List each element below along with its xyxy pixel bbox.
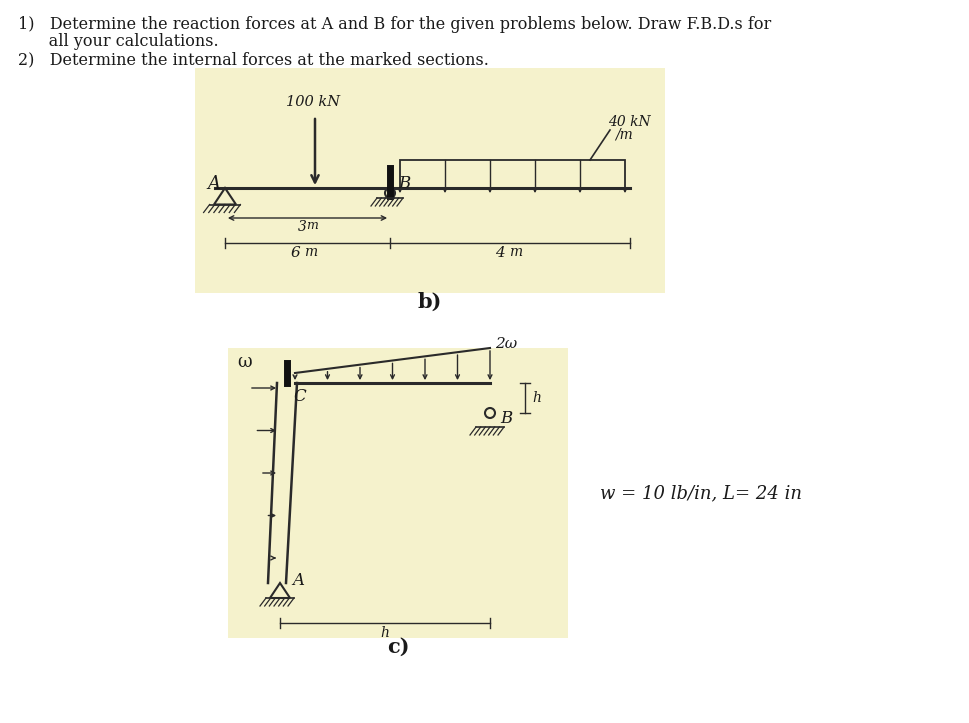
Text: 100 kN: 100 kN	[286, 95, 340, 109]
Bar	[228, 348, 568, 638]
Text: h: h	[532, 391, 541, 405]
Text: B: B	[398, 176, 410, 192]
Text: /m: /m	[615, 128, 633, 142]
Text: b): b)	[418, 292, 442, 312]
Text: C: C	[293, 388, 306, 405]
Text: 2ω: 2ω	[495, 337, 517, 351]
Text: 40 kN: 40 kN	[608, 115, 650, 129]
Text: w = 10 lb/in, L= 24 in: w = 10 lb/in, L= 24 in	[600, 484, 802, 502]
Text: m: m	[306, 219, 319, 232]
Text: m: m	[304, 245, 317, 259]
Bar	[400, 160, 625, 188]
Text: B: B	[500, 410, 513, 427]
Text: 3: 3	[298, 220, 307, 234]
Text: A: A	[207, 175, 220, 193]
Bar	[195, 68, 665, 293]
Text: A: A	[292, 572, 304, 589]
Text: 6: 6	[290, 246, 299, 260]
Text: 1)   Determine the reaction forces at A and B for the given problems below. Draw: 1) Determine the reaction forces at A an…	[18, 16, 771, 33]
Text: ω: ω	[237, 353, 252, 371]
Text: c): c)	[387, 637, 409, 657]
Text: 2)   Determine the internal forces at the marked sections.: 2) Determine the internal forces at the …	[18, 51, 489, 68]
Text: m: m	[509, 245, 522, 259]
Text: all your calculations.: all your calculations.	[18, 33, 219, 50]
Text: 4: 4	[495, 246, 505, 260]
Text: h: h	[381, 626, 390, 640]
